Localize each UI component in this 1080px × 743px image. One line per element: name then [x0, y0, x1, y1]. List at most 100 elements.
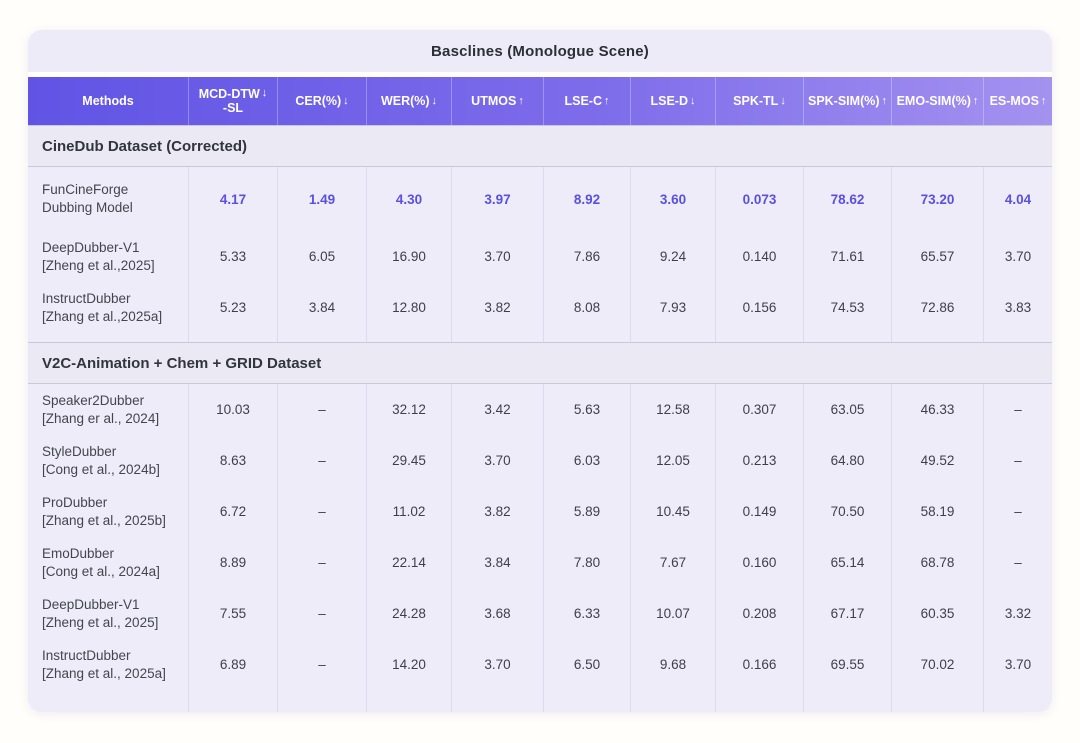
- value-cell: –: [277, 639, 366, 690]
- method-name: InstructDubber: [42, 290, 131, 306]
- table-row: DeepDubber-V1 [Zheng et al., 2025] 7.55–24…: [28, 588, 1052, 639]
- value-cell: 3.42: [451, 384, 543, 435]
- column-label: ES-MOS: [989, 93, 1039, 108]
- value-cell: 72.86: [891, 282, 983, 333]
- column-label: MCD-DTW: [198, 86, 260, 101]
- method-citation: [Cong et al., 2024b]: [42, 461, 160, 477]
- section-spacer: [28, 333, 1052, 342]
- value-cell: 22.14: [366, 537, 451, 588]
- value-cell: –: [983, 537, 1052, 588]
- baselines-table: Methods MCD-DTW ↓ -SL CER(%) ↓ WER(%) ↓ UTMOS ↑ LS…: [28, 77, 1052, 712]
- value-cell: –: [983, 435, 1052, 486]
- value-cell: 6.03: [543, 435, 630, 486]
- value-cell: 70.02: [891, 639, 983, 690]
- value-cell: 11.02: [366, 486, 451, 537]
- value-cell: 0.160: [715, 537, 803, 588]
- up-arrow-icon: ↑: [881, 94, 888, 107]
- value-cell: 10.07: [630, 588, 715, 639]
- value-cell: 3.70: [983, 231, 1052, 282]
- table-title-bar: Basclines (Monologue Scene): [28, 30, 1052, 72]
- table-row: InstructDubber [Zhang et al.,2025a] 5.23 3.…: [28, 282, 1052, 333]
- section-title: CineDub Dataset (Corrected): [42, 137, 248, 155]
- column-label: EMO-SIM(%): [896, 93, 971, 108]
- value-cell: –: [277, 588, 366, 639]
- value-cell: 0.140: [715, 231, 803, 282]
- value-cell: 70.50: [803, 486, 891, 537]
- value-cell: 73.20: [891, 167, 983, 231]
- value-cell: 0.213: [715, 435, 803, 486]
- method-name: DeepDubber-V1: [42, 239, 140, 255]
- value-cell: 6.72: [188, 486, 277, 537]
- value-cell: 0.166: [715, 639, 803, 690]
- column-header-mcd-dtw-sl: MCD-DTW ↓ -SL: [188, 77, 277, 125]
- value-cell: 71.61: [803, 231, 891, 282]
- value-cell: 4.30: [366, 167, 451, 231]
- value-cell: 6.33: [543, 588, 630, 639]
- method-cell: InstructDubber [Zhang et al.,2025a]: [28, 282, 188, 333]
- value-cell: 9.24: [630, 231, 715, 282]
- column-header-spk-sim: SPK-SIM(%) ↑: [803, 77, 891, 125]
- table-row: DeepDubber-V1 [Zheng et al.,2025] 5.33 6.05…: [28, 231, 1052, 282]
- value-cell: 3.60: [630, 167, 715, 231]
- value-cell: 10.45: [630, 486, 715, 537]
- value-cell: 5.63: [543, 384, 630, 435]
- value-cell: –: [983, 384, 1052, 435]
- value-cell: 12.80: [366, 282, 451, 333]
- method-cell: StyleDubber [Cong et al., 2024b]: [28, 435, 188, 486]
- method-name: EmoDubber: [42, 545, 115, 561]
- value-cell: 32.12: [366, 384, 451, 435]
- value-cell: 3.32: [983, 588, 1052, 639]
- value-cell: 14.20: [366, 639, 451, 690]
- value-cell: 68.78: [891, 537, 983, 588]
- value-cell: 3.68: [451, 588, 543, 639]
- method-citation: [Zhang et al.,2025a]: [42, 308, 163, 324]
- column-header-lse-c: LSE-C ↑: [543, 77, 630, 125]
- value-cell: 29.45: [366, 435, 451, 486]
- column-label: SPK-SIM(%): [807, 93, 880, 108]
- table-row: StyleDubber [Cong et al., 2024b] 8.63–29.4…: [28, 435, 1052, 486]
- value-cell: 0.307: [715, 384, 803, 435]
- method-citation: Dubbing Model: [42, 200, 133, 215]
- method-citation: [Zheng et al., 2025]: [42, 614, 159, 630]
- value-cell: 4.17: [188, 167, 277, 231]
- method-cell: ProDubber [Zhang et al., 2025b]: [28, 486, 188, 537]
- method-citation: [Zhang er al., 2024]: [42, 410, 160, 426]
- method-cell: DeepDubber-V1 [Zheng et al.,2025]: [28, 231, 188, 282]
- baselines-table-card: Basclines (Monologue Scene) Methods MCD-D…: [28, 30, 1052, 712]
- value-cell: 3.70: [983, 639, 1052, 690]
- column-header-spk-tl: SPK-TL ↓: [715, 77, 803, 125]
- value-cell: 24.28: [366, 588, 451, 639]
- value-cell: 78.62: [803, 167, 891, 231]
- column-header-methods: Methods: [28, 77, 188, 125]
- value-cell: 6.89: [188, 639, 277, 690]
- value-cell: 8.08: [543, 282, 630, 333]
- value-cell: 7.67: [630, 537, 715, 588]
- value-cell: 49.52: [891, 435, 983, 486]
- value-cell: 67.17: [803, 588, 891, 639]
- value-cell: 3.83: [983, 282, 1052, 333]
- value-cell: 3.82: [451, 282, 543, 333]
- value-cell: 8.89: [188, 537, 277, 588]
- value-cell: 0.149: [715, 486, 803, 537]
- method-citation: [Zhang et al., 2025b]: [42, 512, 166, 528]
- column-header-lse-d: LSE-D ↓: [630, 77, 715, 125]
- value-cell: 65.14: [803, 537, 891, 588]
- column-header-wer: WER(%) ↓: [366, 77, 451, 125]
- column-label: Methods: [82, 93, 134, 108]
- column-header-utmos: UTMOS ↑: [451, 77, 543, 125]
- table-row: EmoDubber [Cong et al., 2024a] 8.89–22.14 3…: [28, 537, 1052, 588]
- value-cell: 9.68: [630, 639, 715, 690]
- value-cell: –: [983, 486, 1052, 537]
- title-divider: [28, 72, 1052, 77]
- column-header-es-mos: ES-MOS ↑: [983, 77, 1052, 125]
- value-cell: 16.90: [366, 231, 451, 282]
- value-cell: 12.58: [630, 384, 715, 435]
- method-citation: [Zheng et al.,2025]: [42, 257, 155, 273]
- column-label: UTMOS: [471, 93, 517, 108]
- value-cell: 3.70: [451, 231, 543, 282]
- value-cell: 10.03: [188, 384, 277, 435]
- value-cell: –: [277, 435, 366, 486]
- down-arrow-icon: ↓: [261, 87, 268, 100]
- table-row: FunCineForge Dubbing Model 4.17 1.49 4.30 3.9…: [28, 167, 1052, 231]
- method-name: FunCineForge: [42, 182, 129, 198]
